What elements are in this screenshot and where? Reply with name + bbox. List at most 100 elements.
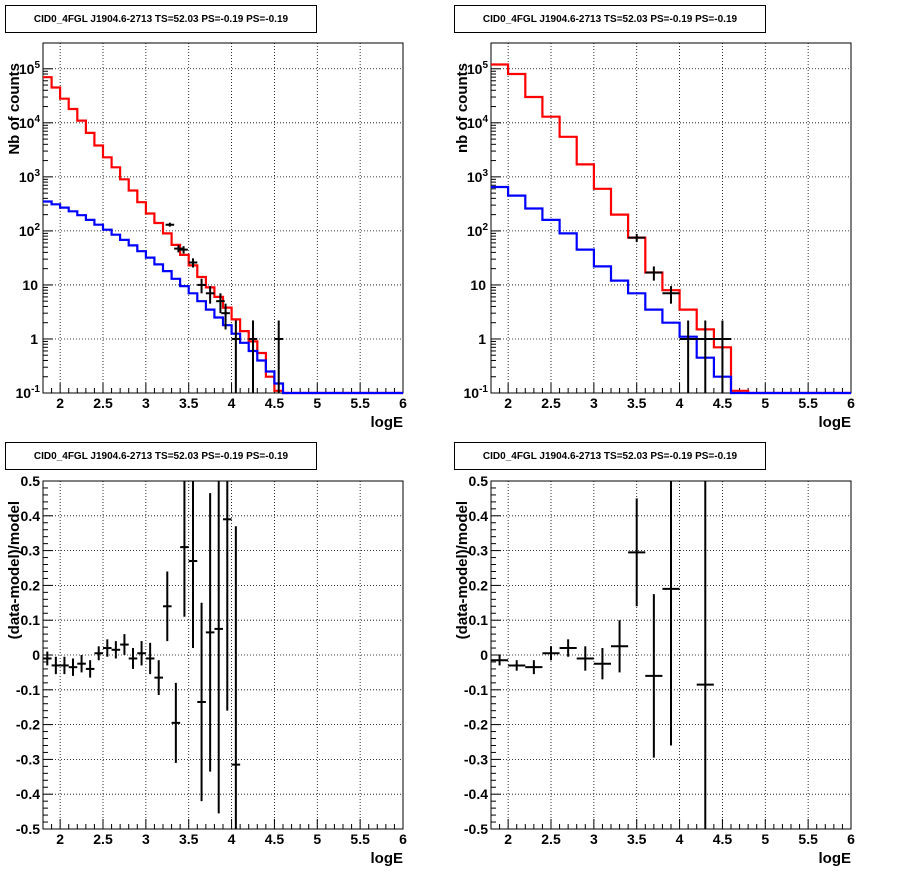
data-point [223, 481, 232, 711]
y-tick-label: 104 [19, 114, 41, 131]
data-point [628, 233, 646, 243]
x-tick-label: 2 [504, 831, 512, 847]
y-tick-label: 0.4 [469, 508, 489, 524]
y-tick-label: -0.5 [464, 821, 488, 837]
data-point [508, 660, 526, 671]
x-tick-label: 4 [228, 831, 236, 847]
y-tick-label: -0.1 [16, 682, 40, 698]
y-tick-label: 1 [30, 331, 38, 347]
data-point [111, 641, 121, 659]
y-tick-label: 10-1 [16, 384, 41, 401]
x-tick-label: 3 [590, 831, 598, 847]
y-tick-label: 102 [467, 222, 489, 239]
y-tick-label: -0.3 [464, 751, 488, 767]
data-point [713, 320, 731, 393]
y-tick-label: 0.3 [21, 543, 41, 559]
x-axis-label: logE [819, 414, 852, 431]
data-point [171, 682, 181, 763]
y-axis-label: (data-model)/model [6, 501, 23, 639]
data-point [645, 594, 663, 758]
panel-title-1: CID0_4FGL J1904.6-2713 TS=52.03 PS=-0.19… [5, 5, 317, 33]
y-tick-label: -0.3 [16, 751, 40, 767]
data-point [231, 526, 241, 829]
plot-frame [42, 42, 404, 394]
y-axis-label: Nb of counts [6, 63, 23, 155]
histogram-series [43, 76, 403, 395]
data-point [68, 658, 78, 676]
data-point [145, 642, 155, 675]
data-point [174, 245, 183, 253]
x-tick-label: 5.5 [350, 831, 370, 847]
data-point [60, 656, 69, 675]
x-tick-label: 2 [56, 831, 64, 847]
x-tick-label: 4.5 [713, 831, 733, 847]
x-tick-label: 6 [847, 831, 855, 847]
x-tick-label: 6 [847, 395, 855, 411]
data-point [205, 493, 215, 772]
panel-title-2: CID0_4FGL J1904.6-2713 TS=52.03 PS=-0.19… [454, 5, 766, 33]
x-tick-label: 4.5 [265, 395, 285, 411]
panel-title-4: CID0_4FGL J1904.6-2713 TS=52.03 PS=-0.19… [454, 442, 766, 470]
x-tick-label: 2.5 [93, 831, 113, 847]
x-tick-label: 3.5 [627, 395, 647, 411]
data-point [231, 320, 241, 393]
y-tick-label: 104 [467, 114, 489, 131]
data-point [696, 481, 714, 829]
data-point [214, 481, 223, 814]
y-tick-label: -0.4 [16, 786, 40, 802]
y-tick-label: 10-1 [464, 384, 489, 401]
y-tick-label: 102 [19, 222, 41, 239]
data-point [188, 258, 198, 268]
y-tick-label: 0.5 [469, 473, 489, 489]
data-point [128, 648, 138, 669]
data-point [491, 655, 509, 666]
y-tick-label: 0.2 [21, 577, 41, 593]
x-tick-label: 5 [761, 395, 769, 411]
x-tick-label: 5 [313, 831, 321, 847]
data-point [154, 660, 163, 696]
y-axis-label: (data-model)/model [454, 501, 471, 639]
data-point [103, 639, 112, 657]
data-point [645, 266, 663, 281]
y-tick-label: -0.2 [16, 717, 40, 733]
plot-frame [490, 42, 852, 394]
y-tick-label: 103 [467, 168, 489, 185]
data-point [611, 620, 629, 673]
y-tick-label: 0.2 [469, 577, 489, 593]
x-tick-label: 6 [399, 831, 407, 847]
y-tick-label: -0.1 [464, 682, 488, 698]
x-tick-label: 3.5 [627, 831, 647, 847]
x-tick-label: 4.5 [713, 395, 733, 411]
y-tick-label: 0 [480, 647, 488, 663]
histogram-series [43, 200, 403, 395]
y-tick-label: 0.5 [21, 473, 41, 489]
data-point [221, 303, 230, 330]
x-tick-label: 3.5 [179, 395, 199, 411]
data-point [662, 286, 680, 304]
panel-title-3: CID0_4FGL J1904.6-2713 TS=52.03 PS=-0.19… [5, 442, 317, 470]
data-point [662, 481, 680, 746]
x-tick-label: 2 [56, 395, 64, 411]
data-point [696, 320, 714, 393]
histogram-series [491, 185, 851, 395]
data-point [94, 646, 103, 661]
x-tick-label: 5.5 [350, 395, 370, 411]
x-tick-label: 4 [676, 831, 684, 847]
data-point [43, 651, 52, 666]
data-point [593, 648, 611, 680]
x-axis-label: logE [371, 414, 404, 431]
data-point [51, 656, 61, 675]
x-tick-label: 5 [761, 831, 769, 847]
x-tick-label: 5.5 [798, 395, 818, 411]
y-tick-label: -0.4 [464, 786, 488, 802]
y-tick-label: -0.2 [464, 717, 488, 733]
data-point [274, 320, 283, 393]
x-tick-label: 3 [590, 395, 598, 411]
x-tick-label: 4 [676, 395, 684, 411]
data-point [163, 571, 172, 642]
data-point [559, 639, 577, 657]
y-tick-label: 10 [470, 277, 486, 293]
data-point [248, 320, 258, 393]
data-point [120, 634, 129, 655]
